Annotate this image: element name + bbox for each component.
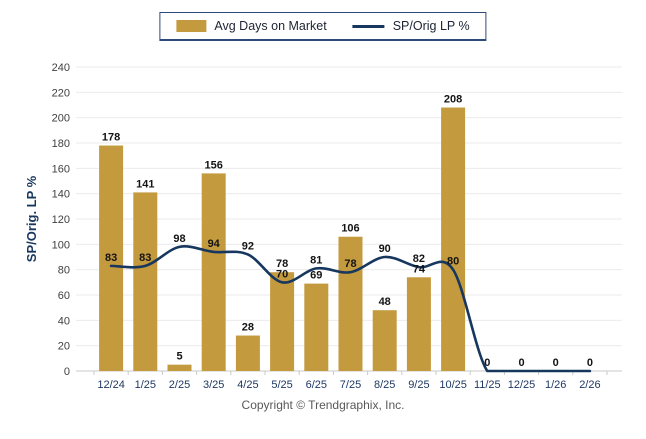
svg-text:28: 28	[242, 322, 254, 334]
svg-text:80: 80	[58, 265, 70, 277]
svg-text:120: 120	[52, 214, 70, 226]
svg-text:7/25: 7/25	[340, 379, 361, 391]
chart-legend: Avg Days on Market SP/Orig LP %	[159, 12, 487, 41]
svg-text:4/25: 4/25	[237, 379, 258, 391]
svg-text:82: 82	[413, 253, 425, 265]
svg-text:SP/Orig. LP %: SP/Orig. LP %	[24, 175, 39, 262]
svg-text:83: 83	[105, 252, 117, 264]
svg-text:11/25: 11/25	[474, 379, 501, 391]
svg-text:60: 60	[58, 290, 70, 302]
svg-text:48: 48	[379, 296, 391, 308]
legend-item-sp-orig-lp: SP/Orig LP %	[352, 19, 470, 33]
svg-text:160: 160	[52, 163, 70, 175]
svg-text:98: 98	[173, 233, 185, 245]
svg-text:200: 200	[52, 113, 70, 125]
svg-text:20: 20	[58, 341, 70, 353]
svg-text:240: 240	[52, 62, 70, 74]
svg-text:94: 94	[208, 238, 221, 250]
svg-text:9/25: 9/25	[408, 379, 429, 391]
svg-text:40: 40	[58, 315, 70, 327]
svg-text:1/25: 1/25	[135, 379, 156, 391]
legend-item-avg-days: Avg Days on Market	[176, 19, 327, 33]
svg-text:90: 90	[379, 243, 391, 255]
svg-text:156: 156	[205, 159, 223, 171]
svg-text:100: 100	[52, 239, 70, 251]
sp-orig-lp-line	[109, 245, 592, 373]
svg-text:2/25: 2/25	[169, 379, 190, 391]
svg-text:5: 5	[176, 351, 182, 363]
svg-text:70: 70	[276, 269, 288, 281]
svg-text:83: 83	[139, 252, 151, 264]
svg-text:180: 180	[52, 138, 70, 150]
svg-text:2/26: 2/26	[579, 379, 600, 391]
bar-series	[99, 107, 466, 372]
line-series-swatch	[352, 24, 385, 28]
svg-text:0: 0	[484, 357, 490, 369]
svg-text:10/25: 10/25	[439, 379, 467, 391]
svg-text:74: 74	[413, 264, 426, 276]
svg-text:220: 220	[52, 87, 70, 99]
legend-label-sp-orig-lp: SP/Orig LP %	[392, 19, 470, 33]
svg-text:141: 141	[136, 178, 154, 190]
y-axis-title: SP/Orig. LP %	[24, 175, 39, 262]
svg-text:8/25: 8/25	[374, 379, 395, 391]
y-axis-labels: 0 20 40 60 80 100 120 140 160 180 200 220 240	[52, 62, 70, 378]
bar-series-swatch	[176, 20, 207, 32]
svg-text:12/24: 12/24	[97, 379, 125, 391]
svg-text:78: 78	[344, 258, 356, 270]
svg-text:81: 81	[310, 254, 322, 266]
svg-text:12/25: 12/25	[508, 379, 536, 391]
svg-text:1/26: 1/26	[545, 379, 566, 391]
svg-text:106: 106	[341, 223, 359, 235]
svg-text:78: 78	[276, 258, 288, 270]
svg-text:140: 140	[52, 189, 70, 201]
svg-text:5/25: 5/25	[271, 379, 292, 391]
x-axis-labels: 12/24 1/25 2/25 3/25 4/25 5/25 6/25 7/25 8/25 9/2…	[97, 379, 600, 391]
svg-text:0: 0	[587, 357, 593, 369]
svg-text:80: 80	[447, 256, 459, 268]
svg-text:92: 92	[242, 240, 254, 252]
svg-text:69: 69	[310, 270, 322, 282]
legend-label-avg-days: Avg Days on Market	[214, 19, 327, 33]
svg-text:6/25: 6/25	[306, 379, 327, 391]
svg-text:0: 0	[64, 366, 70, 378]
copyright-text: Copyright © Trendgraphix, Inc.	[241, 398, 405, 412]
svg-text:3/25: 3/25	[203, 379, 224, 391]
svg-text:208: 208	[444, 94, 462, 106]
svg-text:0: 0	[553, 357, 559, 369]
svg-text:0: 0	[518, 357, 524, 369]
svg-text:178: 178	[102, 132, 120, 144]
